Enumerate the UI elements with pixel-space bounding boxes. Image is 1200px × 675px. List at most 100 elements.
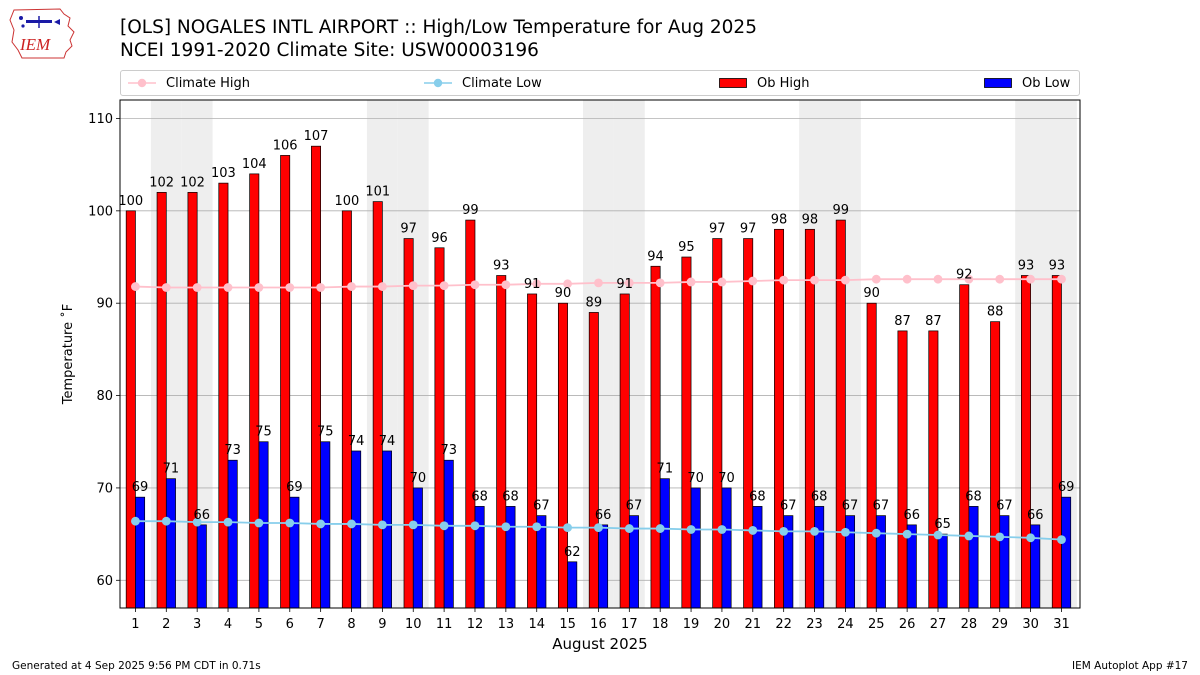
ob-high-bar (434, 247, 445, 609)
ob-high-bar (341, 210, 352, 609)
x-tick-label: 13 (498, 617, 515, 632)
ob-low-label: 70 (687, 471, 704, 486)
ob-low-label: 66 (595, 508, 612, 523)
ob-high-label: 103 (211, 166, 236, 181)
ob-low-bar (165, 478, 176, 609)
ob-high-label: 101 (365, 185, 390, 200)
climate-high-point (501, 280, 511, 290)
bars (125, 145, 1072, 609)
ob-high-bar (125, 210, 136, 609)
ob-high-swatch (719, 78, 747, 88)
climate-low-point (285, 518, 295, 528)
ob-low-label: 68 (811, 489, 828, 504)
ob-low-bar (227, 459, 238, 609)
x-tick-label: 21 (745, 617, 762, 632)
ob-low-bar (690, 487, 701, 609)
ob-high-bar (928, 330, 939, 609)
app-credit: IEM Autoplot App #17 (1072, 660, 1188, 672)
ob-high-label: 100 (118, 194, 143, 209)
legend-climate-high: Climate High (128, 71, 250, 95)
climate-low-point (841, 527, 850, 537)
ob-high-bar (619, 293, 630, 609)
ob-low-bar (968, 506, 979, 609)
ob-high-bar (372, 201, 383, 609)
ob-high-label: 97 (740, 222, 757, 237)
ob-low-label: 67 (873, 499, 890, 514)
ob-high-label: 106 (273, 138, 298, 153)
ob-low-label: 66 (194, 508, 211, 523)
y-tick-label: 70 (96, 481, 113, 496)
ob-low-label: 71 (163, 462, 180, 477)
x-tick-label: 20 (714, 617, 731, 632)
ob-low-bar (1061, 496, 1072, 609)
climate-low-point (377, 520, 387, 530)
ob-high-label: 90 (555, 286, 572, 301)
plot-frame (119, 99, 1081, 609)
generated-timestamp: Generated at 4 Sep 2025 9:56 PM CDT in 0… (12, 660, 261, 672)
ob-low-label: 67 (842, 499, 859, 514)
ob-low-label: 75 (255, 425, 272, 440)
ob-low-bar (752, 506, 763, 609)
climate-high-point (377, 282, 387, 291)
climate-high-point (192, 283, 202, 292)
ob-low-bar (135, 496, 146, 609)
ob-low-label: 69 (1058, 480, 1075, 495)
ob-low-label: 68 (749, 489, 766, 504)
grid-lines (120, 118, 1080, 581)
x-tick-label: 18 (652, 617, 669, 632)
ob-low-label: 67 (626, 499, 643, 514)
x-tick-label: 10 (405, 617, 422, 632)
y-axis-label: Temperature ˚F (60, 304, 76, 405)
x-axis-label: August 2025 (552, 635, 647, 653)
x-tick-label: 14 (528, 617, 545, 632)
ob-low-label: 67 (780, 499, 797, 514)
ob-low-label: 70 (410, 471, 427, 486)
climate-low-point (995, 532, 1005, 542)
climate-low-point (501, 522, 511, 532)
ob-low-bar (937, 533, 948, 609)
x-tick-label: 5 (255, 617, 263, 632)
climate-high-point (408, 281, 418, 291)
x-tick-label: 24 (837, 617, 854, 632)
ob-low-swatch (984, 78, 1012, 88)
ob-high-bar (897, 330, 908, 609)
y-tick-label: 80 (96, 389, 113, 404)
ob-low-bar (598, 524, 609, 609)
climate-high-point (624, 278, 634, 288)
climate-high-point (347, 282, 356, 291)
ob-high-bar (249, 173, 260, 609)
ob-high-bar (774, 228, 785, 609)
climate-low-point (717, 525, 727, 534)
climate-high-point (686, 277, 696, 287)
ob-low-label: 74 (379, 434, 396, 449)
x-tick-label: 2 (162, 617, 170, 632)
ob-low-label: 73 (440, 443, 457, 458)
ob-low-label: 69 (286, 480, 303, 495)
x-tick-label: 15 (559, 617, 576, 632)
ob-low-bar (721, 487, 732, 609)
climate-high-point (748, 276, 758, 286)
ob-high-label: 92 (956, 268, 973, 283)
y-tick-label: 110 (88, 112, 113, 127)
climate-high-point (964, 274, 974, 284)
climate-low-point (779, 526, 789, 536)
ob-high-label: 107 (304, 129, 329, 144)
x-tick-label: 9 (378, 617, 386, 632)
x-tick-label: 25 (868, 617, 885, 632)
ob-low-label: 75 (317, 425, 334, 440)
ob-low-bar (196, 524, 207, 609)
ob-low-label: 71 (657, 462, 674, 477)
climate-low-point (563, 523, 572, 533)
ob-low-label: 70 (718, 471, 735, 486)
ob-high-bar (187, 192, 198, 609)
x-tick-label: 27 (930, 617, 947, 632)
climate-lines (131, 274, 1066, 545)
legend-ob-high-label: Ob High (757, 75, 810, 91)
climate-high-point (902, 274, 912, 284)
ob-high-bar (650, 265, 661, 609)
x-tick-label: 8 (347, 617, 355, 632)
climate-low-point (655, 524, 665, 533)
ob-low-label: 66 (1027, 508, 1044, 523)
